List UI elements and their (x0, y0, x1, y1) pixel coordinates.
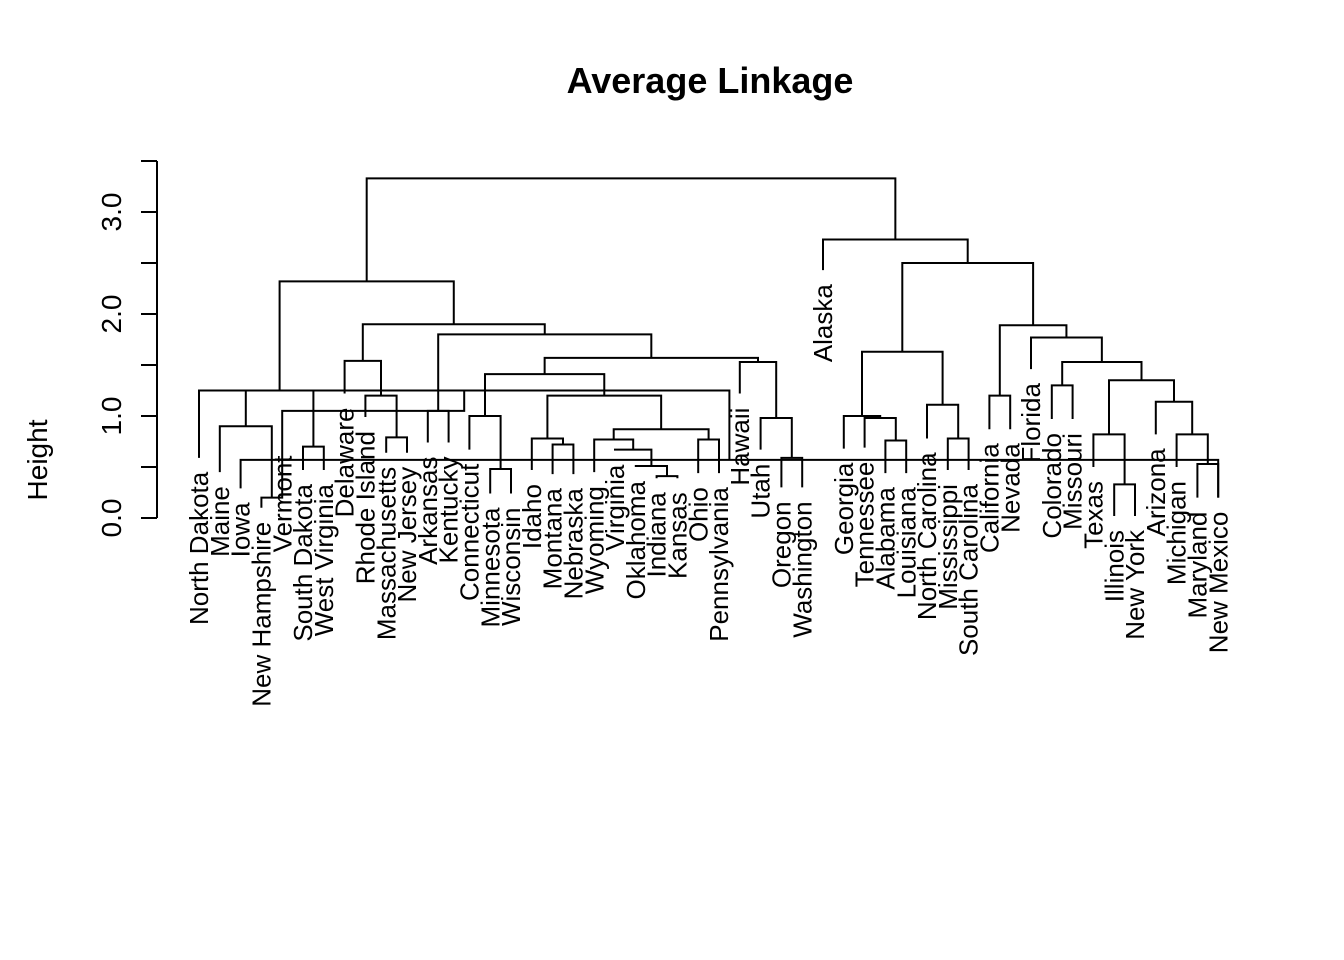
leaf-label: California (975, 443, 1005, 553)
leaf-label: Alabama (871, 487, 901, 590)
dendrogram-merge (385, 436, 408, 453)
leaf-label: Texas (1079, 481, 1109, 549)
dendrogram-merge (543, 356, 759, 375)
leaf-label: New York (1120, 529, 1150, 640)
leaf-label: Montana (538, 488, 568, 590)
leaf-label: Ohio (683, 487, 713, 542)
dendrogram-merge (926, 403, 960, 439)
leaf-label: North Carolina (912, 452, 942, 620)
leaf-label: South Carolina (954, 484, 984, 657)
dendrogram-merge (1061, 360, 1143, 386)
leaf-label: Wisconsin (496, 508, 526, 626)
dendrogram-merge (861, 350, 944, 416)
dendrogram-merge (1108, 379, 1175, 435)
leaf-label: Delaware (330, 408, 360, 518)
dendrogram-merge (697, 438, 720, 474)
leaf-label: Oklahoma (621, 480, 651, 599)
leaf-label: Oregon (767, 501, 797, 588)
leaf-label: Georgia (829, 462, 859, 555)
dendrogram-merge (612, 428, 710, 440)
leaf-label: Washington (787, 501, 817, 637)
leaf-label: Vermont (267, 455, 297, 553)
dendrogram-merge (426, 409, 450, 443)
leaf-label: Rhode Island (351, 431, 381, 584)
y-tick-label: 1.0 (96, 397, 127, 436)
dendrogram-merge (863, 417, 897, 448)
dendrogram-merge (901, 262, 1035, 352)
dendrogram-merge (546, 394, 663, 439)
leaf-label: Minnesota (475, 507, 505, 627)
dendrogram-merge (780, 456, 804, 488)
y-tick-label: 3.0 (96, 193, 127, 232)
y-axis-label: Height (22, 419, 53, 500)
dendrogram-merge (884, 439, 908, 474)
dendrogram-merge (489, 468, 512, 494)
leaf-label: Connecticut (455, 463, 485, 601)
leaf-label: Utah (746, 464, 776, 519)
leaf-label: Alaska (808, 284, 838, 363)
leaf-label: Pennsylvania (704, 487, 734, 642)
dendrogram-merge (278, 280, 455, 391)
dendrogram-merge (468, 415, 502, 470)
leaf-label: Massachusetts (371, 467, 401, 640)
dendrogram-merge (1196, 462, 1220, 498)
leaf-label: Idaho (517, 484, 547, 549)
dendrogram-merge (614, 448, 653, 466)
leaf-label: Michigan (1162, 481, 1192, 585)
dendrogram-merge (634, 464, 668, 477)
leaf-label: Iowa (226, 502, 256, 557)
leaf-label: Arkansas (413, 457, 443, 565)
leaf-label: Hawaii (725, 408, 755, 486)
dendrogram-merge (1154, 400, 1194, 435)
leaf-label: South Dakota (288, 484, 318, 642)
leaf-label: North Dakota (184, 471, 214, 625)
dendrogram-merge (1113, 483, 1136, 516)
y-tick-label: 0.0 (96, 499, 127, 538)
dendrogram-merge (759, 417, 793, 458)
leaf-label: New Jersey (392, 467, 422, 603)
leaf-label: Illinois (1099, 530, 1129, 602)
y-axis: 0.0 1.0 2.0 3.0 (96, 160, 158, 538)
dendrogram-merge (1175, 433, 1209, 467)
dendrogram-merge (1050, 384, 1074, 420)
leaf-label: New Hampshire (247, 522, 277, 707)
chart-title: Average Linkage (567, 60, 854, 101)
y-tick-label: 2.0 (96, 295, 127, 334)
dendrogram-merge (530, 437, 564, 471)
leaf-label: Florida (1016, 383, 1046, 463)
dendrogram-tree (198, 177, 1220, 516)
leaf-label: Arizona (1141, 448, 1171, 537)
leaf-label: Maine (205, 486, 235, 557)
dendrogram-merge (281, 390, 466, 442)
leaf-label: Nebraska (559, 488, 589, 600)
dendrogram-merge (988, 394, 1012, 430)
leaf-label: Tennessee (850, 462, 880, 588)
leaf-label: Louisiana (891, 487, 921, 599)
dendrogram-merge (822, 238, 969, 271)
dendrogram-merge (842, 415, 882, 449)
leaf-label: Colorado (1037, 433, 1067, 539)
leaf-label: West Virginia (309, 484, 339, 637)
leaf-label: Kentucky (434, 457, 464, 564)
dendrogram-merge (655, 475, 679, 479)
dendrogram-merge (361, 323, 546, 361)
leaf-label: New Mexico (1203, 512, 1233, 654)
leaf-label: Virginia (600, 464, 630, 551)
leaf-label: Mississippi (933, 484, 963, 610)
dendrogram-merge (365, 177, 897, 282)
leaf-label: Missouri (1058, 433, 1088, 530)
leaf-label: Maryland (1183, 512, 1213, 619)
dendrogram-merge (302, 445, 325, 471)
leaf-label: Kansas (663, 492, 693, 579)
dendrogram-merge (1030, 336, 1103, 370)
leaf-label: Indiana (642, 492, 672, 578)
dendrogram-merge (244, 389, 315, 447)
dendrogram-merge (946, 437, 970, 471)
leaf-label: Nevada (995, 443, 1025, 533)
leaf-label: Wyoming (579, 486, 609, 594)
